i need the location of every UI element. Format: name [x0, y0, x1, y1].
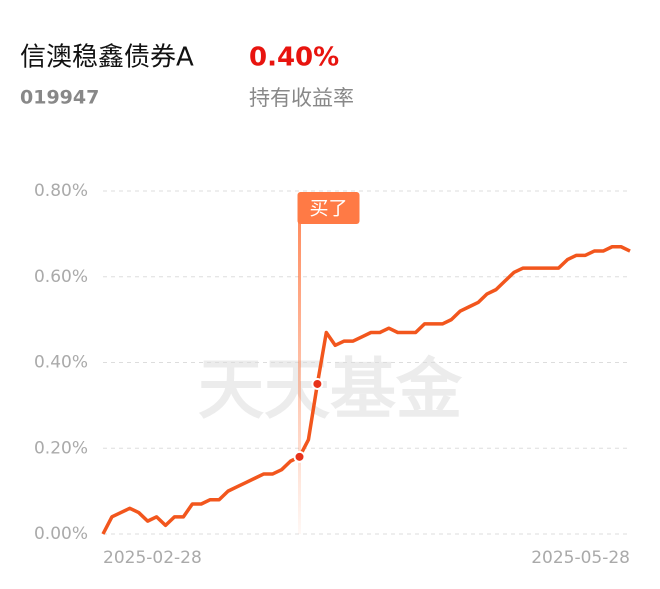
fund-name: 信澳稳鑫债券A: [20, 43, 194, 73]
buy-line: [298, 205, 302, 534]
line: [101, 244, 631, 535]
y-tick-label: 0.00%: [34, 524, 88, 544]
y-tick-label: 0.60%: [34, 267, 88, 287]
fund-code: 019947: [20, 87, 99, 109]
y-tick-label: 0.20%: [34, 438, 88, 458]
point: [311, 377, 324, 390]
return-value: 0.40%: [249, 43, 339, 73]
watermark: 天天基金: [198, 350, 463, 428]
y-tick-label: 0.40%: [34, 353, 88, 373]
point: [293, 450, 306, 463]
x-tick-label: 2025-02-28: [103, 548, 202, 568]
return-label: 持有收益率: [249, 86, 354, 110]
y-tick-label: 0.80%: [34, 181, 88, 201]
buy-tag-label: 买了: [310, 198, 348, 220]
x-tick-label: 2025-05-28: [531, 548, 630, 568]
buy-tag: [297, 192, 360, 224]
